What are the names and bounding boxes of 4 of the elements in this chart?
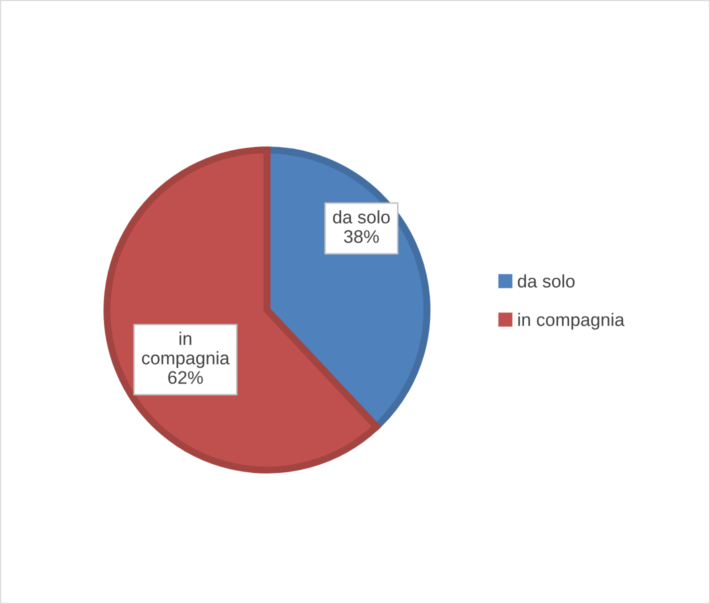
legend-label: in compagnia — [518, 312, 625, 330]
data-label: in compagnia 62% — [142, 332, 230, 384]
legend-label: da solo — [518, 274, 575, 288]
data-label: da solo 38% — [333, 210, 390, 243]
